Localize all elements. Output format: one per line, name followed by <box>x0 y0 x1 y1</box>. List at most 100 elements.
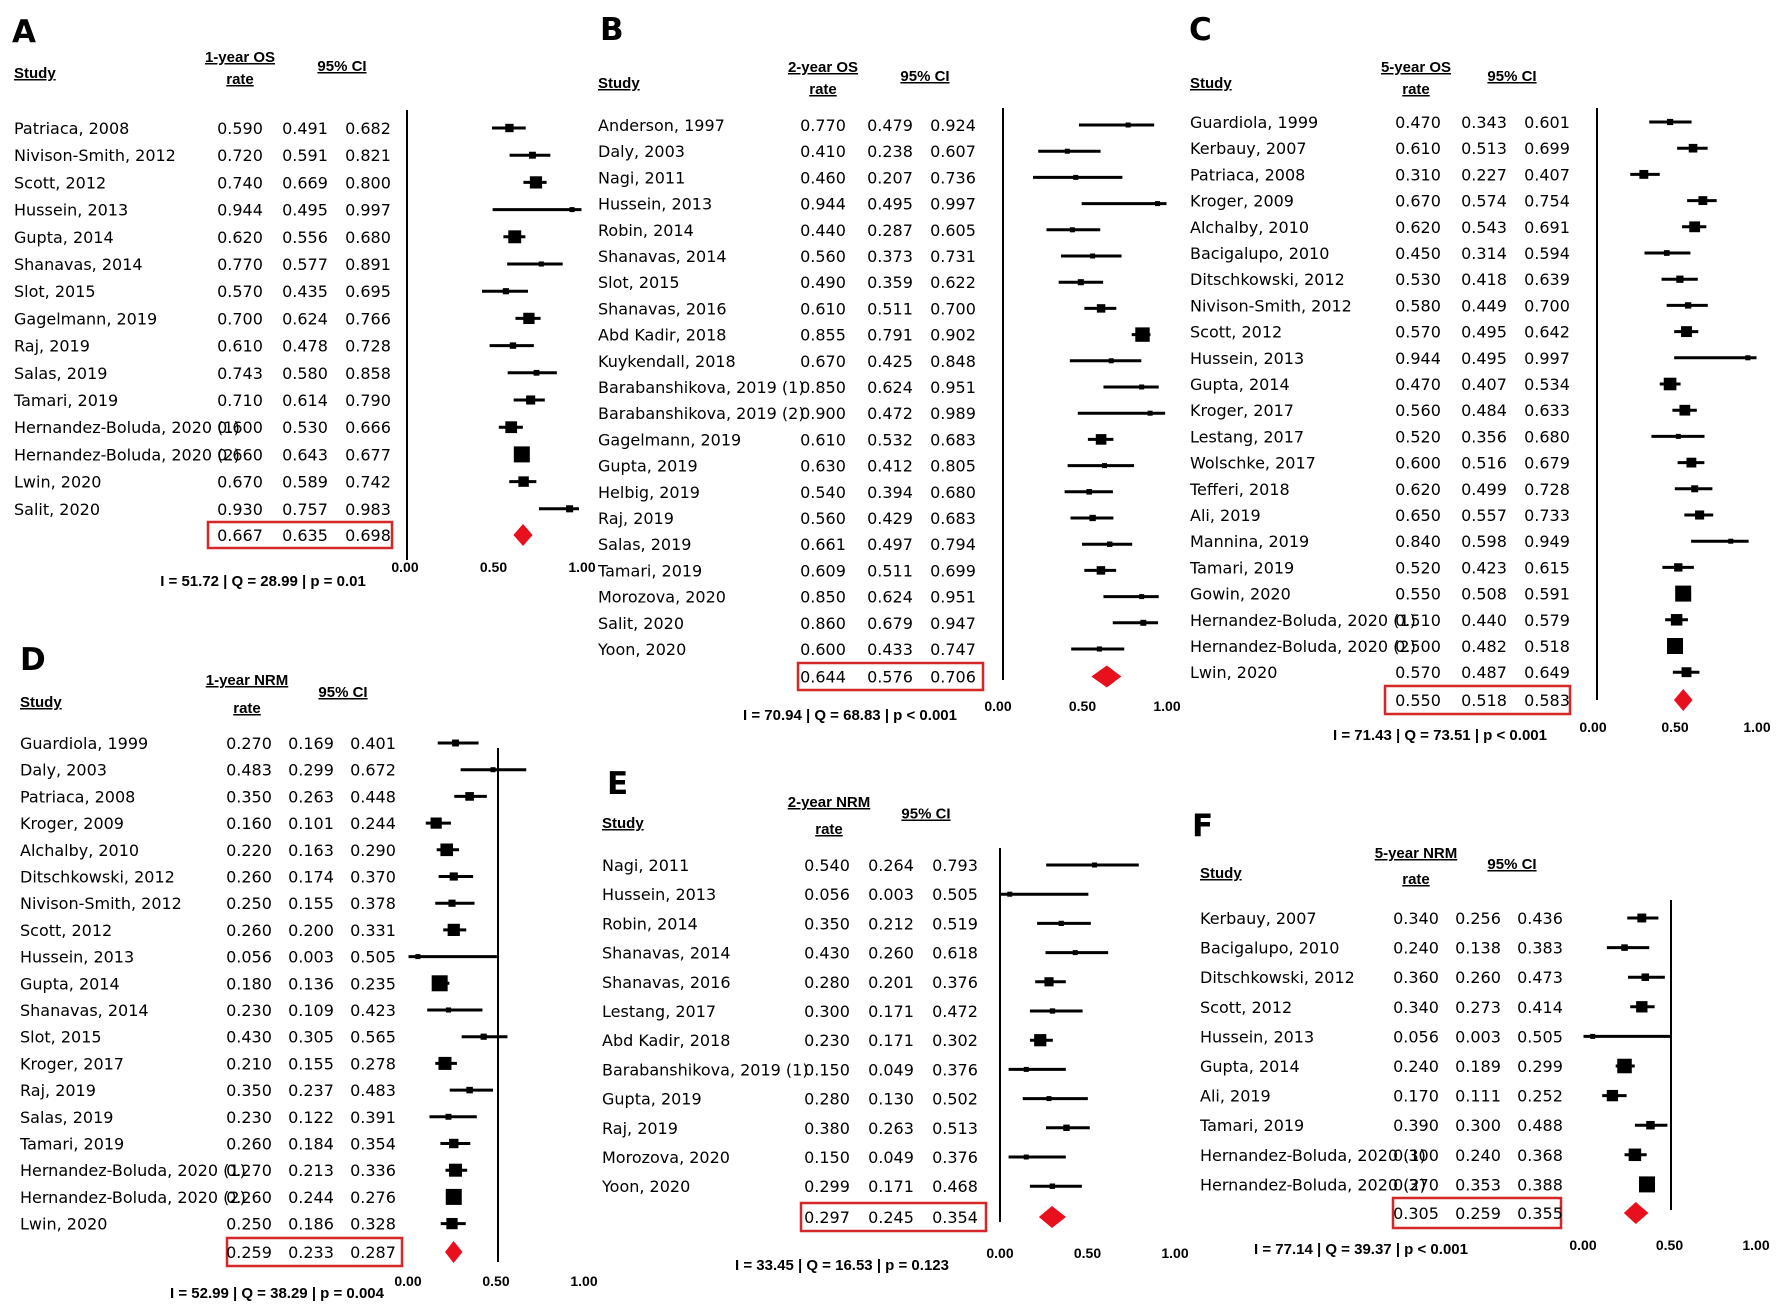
point-estimate-marker <box>1090 253 1096 259</box>
point-estimate-marker <box>1072 950 1078 956</box>
rate-value: 0.540 <box>804 856 850 875</box>
study-row: Salit, 2020 0.860 0.679 0.947 <box>598 614 1159 633</box>
rate-value: 0.250 <box>226 1215 272 1234</box>
study-label: Ditschkowski, 2012 <box>1200 968 1355 987</box>
study-row: Guardiola, 1999 0.470 0.343 0.601 <box>1190 113 1692 132</box>
study-label: Hernandez-Boluda, 2020 (1) <box>1200 1146 1426 1165</box>
point-estimate-marker <box>1089 514 1096 522</box>
ci-low-value: 0.497 <box>867 535 913 554</box>
point-estimate-marker <box>1044 977 1054 987</box>
point-estimate-marker <box>1077 279 1084 286</box>
study-label: Shanavas, 2014 <box>20 1001 149 1020</box>
study-row: Patriaca, 2008 0.310 0.227 0.407 <box>1190 165 1660 184</box>
study-row: Kerbauy, 2007 0.340 0.256 0.436 <box>1200 909 1659 928</box>
ci-high-value: 0.605 <box>930 221 976 240</box>
study-label: Barabanshikova, 2019 (1) <box>598 378 805 397</box>
point-estimate-marker <box>1096 304 1106 313</box>
study-row: Kroger, 2017 0.210 0.155 0.278 <box>20 1054 457 1073</box>
ci-column-header: 95% CI <box>1487 68 1536 85</box>
ci-low-value: 0.207 <box>867 168 913 187</box>
ci-low-value: 0.130 <box>868 1090 914 1109</box>
ci-low-value: 0.491 <box>282 119 328 138</box>
point-estimate-marker <box>1086 489 1093 495</box>
rate-value: 0.600 <box>217 418 263 437</box>
ci-high-value: 0.800 <box>345 173 391 192</box>
ci-low-value: 0.237 <box>288 1081 334 1100</box>
pooled-ci-low-value: 0.259 <box>1455 1204 1501 1223</box>
study-label: Hernandez-Boluda, 2020 (2) <box>1200 1175 1426 1194</box>
ci-low-value: 0.256 <box>1455 909 1501 928</box>
study-label: Gagelmann, 2019 <box>14 309 157 328</box>
ci-low-value: 0.478 <box>282 337 328 356</box>
study-label: Alchalby, 2010 <box>20 841 139 860</box>
ci-low-value: 0.049 <box>868 1060 914 1079</box>
ci-low-value: 0.155 <box>288 894 334 913</box>
ci-high-value: 0.639 <box>1524 270 1570 289</box>
rate-column-header: 5-year OS <box>1381 59 1451 76</box>
study-label: Hussein, 2013 <box>14 201 128 220</box>
point-estimate-marker <box>1637 913 1647 923</box>
rate-value: 0.630 <box>800 457 846 476</box>
study-row: Kroger, 2009 0.160 0.101 0.244 <box>20 814 451 833</box>
study-row: Slot, 2015 0.570 0.435 0.695 <box>14 282 529 301</box>
rate-value: 0.520 <box>1395 558 1441 577</box>
study-row: Salas, 2019 0.661 0.497 0.794 <box>598 535 1133 554</box>
study-row: Ditschkowski, 2012 0.360 0.260 0.473 <box>1200 968 1665 987</box>
study-label: Salas, 2019 <box>20 1108 113 1127</box>
point-estimate-marker <box>440 843 454 857</box>
rate-value: 0.150 <box>804 1148 850 1167</box>
study-label: Daly, 2003 <box>20 761 107 780</box>
ci-high-value: 0.680 <box>930 483 976 502</box>
point-estimate-marker <box>1663 377 1677 391</box>
study-label: Nivison-Smith, 2012 <box>1190 296 1352 315</box>
study-label: Ditschkowski, 2012 <box>20 868 175 887</box>
point-estimate-marker <box>1641 973 1650 981</box>
study-label: Slot, 2015 <box>598 273 680 292</box>
pooled-rate-value: 0.259 <box>226 1243 272 1262</box>
rate-column-header-unit: rate <box>233 700 261 717</box>
pooled-diamond <box>445 1241 463 1263</box>
study-row: Nagi, 2011 0.460 0.207 0.736 <box>598 168 1123 187</box>
ci-column-header: 95% CI <box>318 684 367 701</box>
point-estimate-marker <box>1007 891 1013 897</box>
ci-low-value: 0.624 <box>867 378 913 397</box>
study-label: Shanavas, 2014 <box>602 944 731 963</box>
axis-tick-label: 0.50 <box>1074 1245 1101 1261</box>
study-label: Bacigalupo, 2010 <box>1190 244 1329 263</box>
point-estimate-marker <box>1046 1096 1052 1102</box>
study-row: Kuykendall, 2018 0.670 0.425 0.848 <box>598 352 1142 371</box>
ci-high-value: 0.383 <box>1517 939 1563 958</box>
ci-low-value: 0.495 <box>1461 349 1507 368</box>
ci-high-value: 0.633 <box>1524 401 1570 420</box>
ci-low-value: 0.003 <box>288 948 334 967</box>
study-row: Salit, 2020 0.930 0.757 0.983 <box>14 500 579 519</box>
rate-value: 0.160 <box>226 814 272 833</box>
ci-high-value: 0.731 <box>930 247 976 266</box>
ci-high-value: 0.747 <box>930 640 976 659</box>
rate-value: 0.930 <box>217 500 263 519</box>
ci-low-value: 0.435 <box>282 282 328 301</box>
study-label: Hussein, 2013 <box>602 885 716 904</box>
ci-high-value: 0.997 <box>930 195 976 214</box>
study-label: Gupta, 2019 <box>598 457 698 476</box>
study-label: Bacigalupo, 2010 <box>1200 939 1339 958</box>
ci-high-value: 0.790 <box>345 391 391 410</box>
rate-column-header: 1-year NRM <box>206 672 289 689</box>
ci-high-value: 0.276 <box>350 1188 396 1207</box>
ci-high-value: 0.448 <box>350 787 396 806</box>
ci-column-header: 95% CI <box>1487 856 1536 873</box>
study-row: Salas, 2019 0.230 0.122 0.391 <box>20 1108 477 1127</box>
ci-high-value: 0.513 <box>932 1119 978 1138</box>
ci-high-value: 0.336 <box>350 1161 396 1180</box>
ci-high-value: 0.244 <box>350 814 396 833</box>
pooled-rate-value: 0.667 <box>217 526 263 545</box>
point-estimate-marker <box>502 288 509 295</box>
ci-high-value: 0.691 <box>1524 218 1570 237</box>
point-estimate-marker <box>449 1138 459 1149</box>
study-label: Barabanshikova, 2019 (2) <box>598 404 805 423</box>
ci-low-value: 0.122 <box>288 1108 334 1127</box>
study-row: Patriaca, 2008 0.350 0.263 0.448 <box>20 787 487 806</box>
ci-high-value: 0.989 <box>930 404 976 423</box>
ci-high-value: 0.848 <box>930 352 976 371</box>
ci-low-value: 0.472 <box>867 404 913 423</box>
